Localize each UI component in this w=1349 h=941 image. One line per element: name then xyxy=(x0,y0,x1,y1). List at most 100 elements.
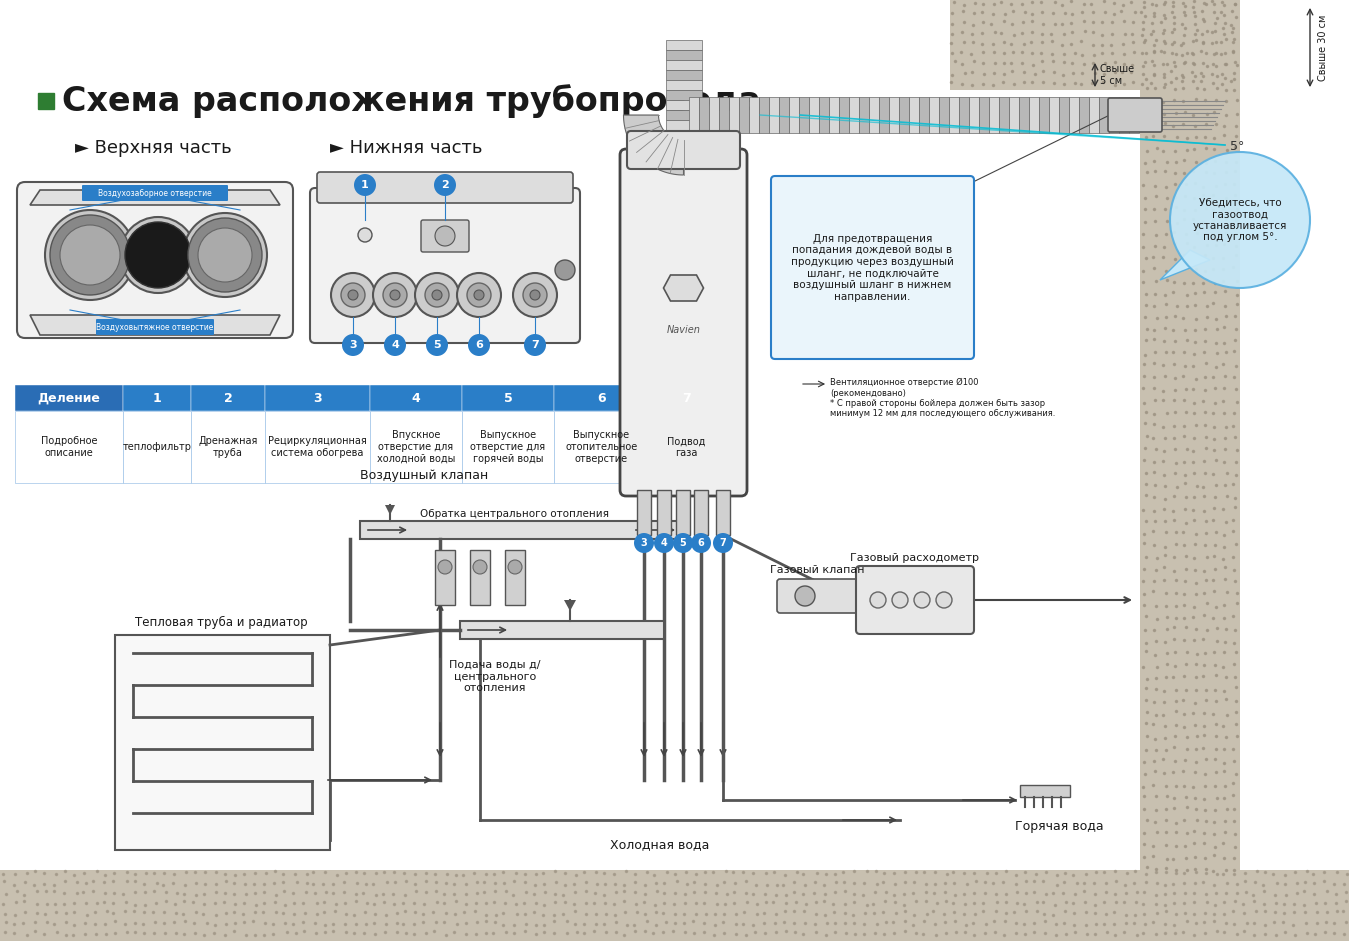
Text: 3: 3 xyxy=(313,391,322,405)
Circle shape xyxy=(374,273,417,317)
Bar xyxy=(192,385,264,411)
Text: Дренажная
труба: Дренажная труба xyxy=(198,437,258,458)
Circle shape xyxy=(468,334,490,356)
Bar xyxy=(716,490,730,535)
Text: Газовый расходометр: Газовый расходометр xyxy=(850,553,979,563)
Bar xyxy=(728,97,738,133)
Circle shape xyxy=(473,290,484,300)
Bar xyxy=(123,411,192,483)
Text: 3: 3 xyxy=(641,538,648,548)
Text: Обратка центрального отопления: Обратка центрального отопления xyxy=(420,509,608,519)
Text: Свыше 30 см: Свыше 30 см xyxy=(1318,14,1327,81)
Text: Для предотвращения
попадания дождевой воды в
продукцию через воздушный
шланг, не: Для предотвращения попадания дождевой во… xyxy=(791,233,954,301)
Circle shape xyxy=(183,213,267,297)
Polygon shape xyxy=(1160,250,1210,280)
Polygon shape xyxy=(564,600,576,611)
Circle shape xyxy=(473,560,487,574)
Bar xyxy=(665,50,701,60)
Bar xyxy=(919,97,928,133)
Bar xyxy=(1089,97,1098,133)
Text: Свыше
5 см: Свыше 5 см xyxy=(1099,64,1135,86)
Ellipse shape xyxy=(1170,152,1310,288)
FancyBboxPatch shape xyxy=(777,579,858,613)
Bar xyxy=(708,97,719,133)
Text: теплофильтр: теплофильтр xyxy=(123,442,192,452)
Bar xyxy=(1059,97,1068,133)
Bar xyxy=(469,550,490,605)
Bar xyxy=(738,97,749,133)
Text: Деление: Деление xyxy=(38,391,100,405)
Text: Горячая вода: Горячая вода xyxy=(1014,820,1103,833)
Bar xyxy=(688,97,699,133)
Polygon shape xyxy=(623,115,684,175)
Bar xyxy=(928,97,939,133)
Bar xyxy=(959,97,969,133)
Circle shape xyxy=(188,218,262,292)
Bar xyxy=(1020,785,1070,797)
Bar xyxy=(649,385,724,411)
Bar xyxy=(505,550,525,605)
Bar xyxy=(858,97,869,133)
FancyBboxPatch shape xyxy=(421,220,469,252)
Bar xyxy=(989,97,998,133)
Text: 4: 4 xyxy=(391,340,399,350)
Bar xyxy=(1028,97,1039,133)
Bar xyxy=(637,490,652,535)
Circle shape xyxy=(357,228,372,242)
Circle shape xyxy=(467,283,491,307)
Bar xyxy=(1078,97,1089,133)
FancyBboxPatch shape xyxy=(310,188,580,343)
Bar xyxy=(849,97,858,133)
FancyBboxPatch shape xyxy=(627,131,741,169)
Text: 2: 2 xyxy=(441,180,449,190)
Text: 1: 1 xyxy=(362,180,368,190)
Text: Воздухозаборное отверстие: Воздухозаборное отверстие xyxy=(98,188,212,198)
Circle shape xyxy=(390,290,401,300)
Text: ► Верхняя часть: ► Верхняя часть xyxy=(76,139,232,157)
Bar xyxy=(554,411,649,483)
Bar xyxy=(15,411,123,483)
Bar xyxy=(719,97,728,133)
Bar xyxy=(1048,97,1059,133)
Bar xyxy=(898,97,908,133)
Bar xyxy=(699,97,708,133)
Bar xyxy=(808,97,819,133)
Bar xyxy=(819,97,828,133)
Text: Убедитесь, что
газоотвод
устанавливается
под углом 5°.: Убедитесь, что газоотвод устанавливается… xyxy=(1193,198,1287,243)
Bar xyxy=(693,490,708,535)
Circle shape xyxy=(341,283,366,307)
Bar xyxy=(657,490,670,535)
Bar xyxy=(869,97,878,133)
Bar xyxy=(665,130,701,140)
Circle shape xyxy=(654,533,674,553)
Circle shape xyxy=(125,222,192,288)
Bar xyxy=(950,0,1240,90)
Bar xyxy=(998,97,1009,133)
Circle shape xyxy=(434,174,456,196)
Bar xyxy=(461,411,554,483)
Text: Подвод
газа: Подвод газа xyxy=(668,437,706,458)
Text: 4: 4 xyxy=(661,538,668,548)
Bar xyxy=(360,521,683,539)
Bar xyxy=(370,411,461,483)
Text: Герметичность: Герметичность xyxy=(880,224,975,236)
Text: Подробное
описание: Подробное описание xyxy=(40,437,97,458)
FancyBboxPatch shape xyxy=(1108,98,1161,132)
Bar xyxy=(649,411,724,483)
Text: Выпускное
отверстие для
горячей воды: Выпускное отверстие для горячей воды xyxy=(471,430,545,464)
Bar xyxy=(665,60,701,70)
Bar xyxy=(758,97,769,133)
Circle shape xyxy=(383,283,407,307)
Bar xyxy=(665,120,701,130)
Bar xyxy=(554,385,649,411)
Circle shape xyxy=(509,560,522,574)
Text: 7: 7 xyxy=(719,538,726,548)
Text: Схема расположения трубопровода: Схема расположения трубопровода xyxy=(62,84,761,118)
FancyBboxPatch shape xyxy=(317,172,573,203)
Text: 5: 5 xyxy=(503,391,513,405)
Bar xyxy=(665,90,701,100)
FancyBboxPatch shape xyxy=(857,566,974,634)
Circle shape xyxy=(523,334,546,356)
Circle shape xyxy=(50,215,130,295)
Circle shape xyxy=(457,273,500,317)
